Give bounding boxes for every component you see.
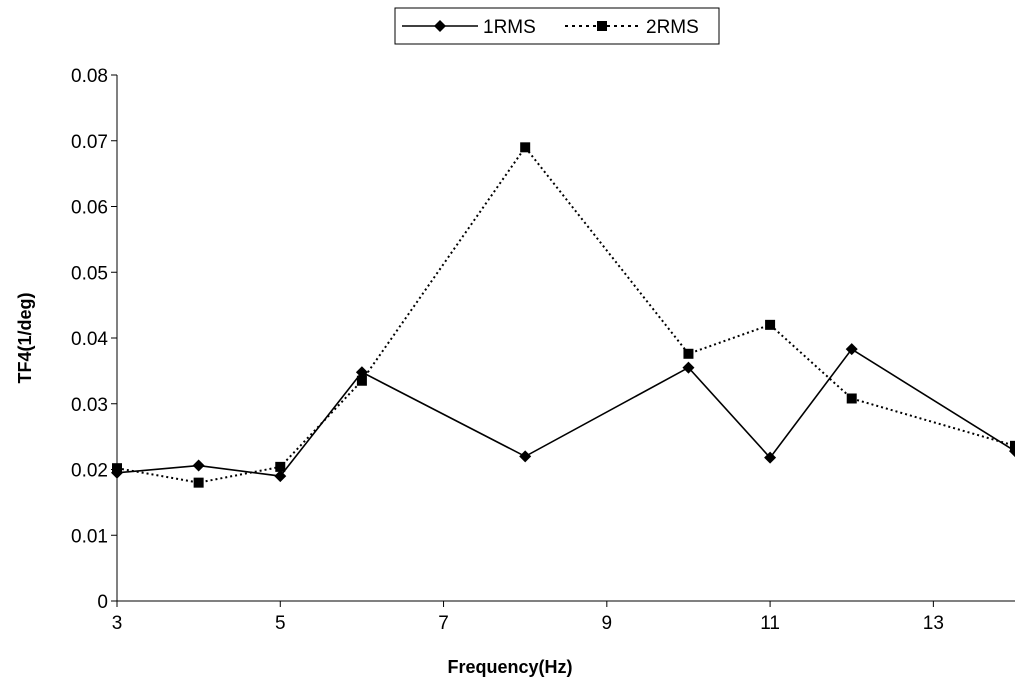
y-tick-label: 0.02 [71, 461, 108, 482]
data-point-2rms [846, 393, 857, 404]
data-point-2rms [1010, 440, 1015, 451]
data-point-2rms [683, 348, 694, 359]
y-tick-label: 0.01 [71, 526, 108, 547]
x-ticks: 3 5 7 9 11 13 [112, 601, 944, 634]
y-tick-label: 0.08 [71, 66, 108, 87]
y-tick-label: 0.03 [71, 395, 108, 416]
series-1rms [111, 343, 1015, 483]
series-line-1rms [116, 348, 1015, 477]
y-ticks: 0 0.01 0.02 0.03 0.04 0.05 0.06 0.07 0.08 [71, 66, 117, 613]
data-point-1rms [192, 459, 205, 472]
y-tick-label: 0.05 [71, 263, 108, 284]
y-tick-label: 0.07 [71, 132, 108, 153]
data-point-2rms [520, 142, 531, 153]
x-tick-label: 7 [438, 613, 449, 634]
x-tick-label: 13 [923, 613, 944, 634]
x-axis-title: Frequency(Hz) [447, 657, 572, 677]
data-point-2rms [275, 461, 286, 472]
data-point-1rms [764, 451, 777, 464]
axes: 0 0.01 0.02 0.03 0.04 0.05 0.06 0.07 0.08 3 5 7 9 11… [71, 66, 1015, 634]
data-point-1rms [274, 470, 287, 483]
x-tick-label: 3 [112, 613, 123, 634]
data-point-1rms [845, 343, 858, 356]
legend-marker-square [597, 21, 607, 31]
x-tick-label: 11 [760, 613, 780, 634]
x-tick-label: 5 [275, 613, 286, 634]
y-tick-label: 0 [97, 592, 108, 613]
data-point-2rms [112, 463, 122, 474]
data-point-1rms [682, 361, 695, 374]
legend-label-1rms: 1RMS [483, 17, 536, 38]
x-tick-label: 9 [602, 613, 613, 634]
series-2rms [112, 142, 1015, 488]
data-point-1rms [519, 450, 532, 463]
y-tick-label: 0.04 [71, 329, 108, 350]
y-axis-title: TF4(1/deg) [15, 292, 35, 383]
data-point-2rms [193, 477, 204, 488]
y-tick-label: 0.06 [71, 198, 108, 219]
legend-marker-diamond [434, 20, 446, 32]
data-point-2rms [356, 375, 367, 386]
data-point-2rms [765, 319, 776, 330]
series-line-2rms [116, 145, 1015, 484]
plot-area [111, 142, 1015, 488]
legend-label-2rms: 2RMS [646, 17, 699, 38]
legend: 1RMS 2RMS [394, 7, 720, 45]
